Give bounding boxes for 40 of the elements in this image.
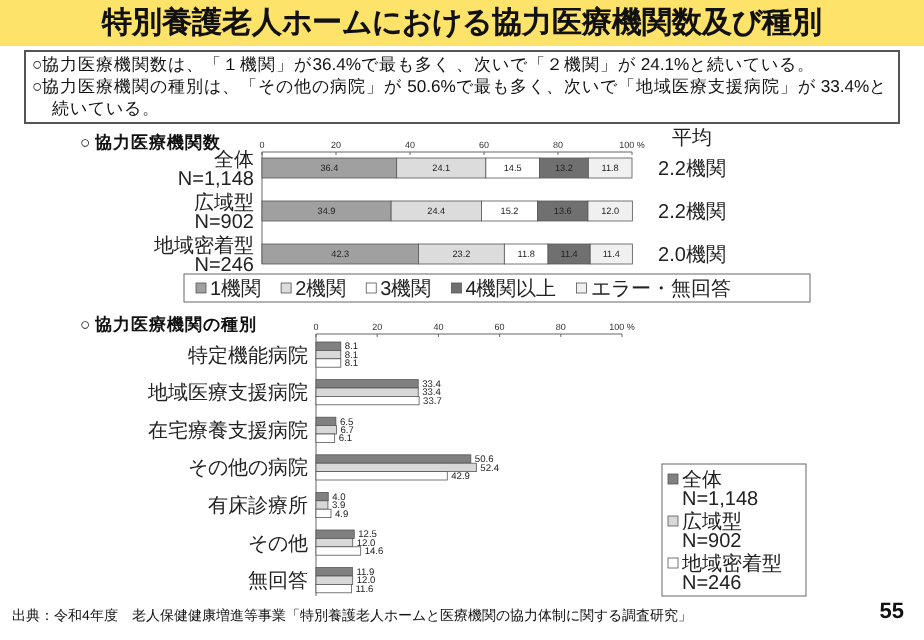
bar [315,454,472,464]
text: 2.0機関 [658,243,726,267]
legend-label: 1機関 [210,277,262,301]
bar [315,387,419,397]
y-tick-label: その他 [248,531,308,556]
y-tick-label: 有床診療所 [208,494,308,518]
y-tick-label: 全体 N=1,148 [177,148,255,191]
bar [315,500,329,510]
legend-label: 地域密着型 N=246 [680,552,782,595]
legend-label: 4機関以上 [465,277,557,301]
text: 平均 [672,126,712,150]
y-tick-label: 地域医療支援病院 [146,381,308,406]
bar [315,508,332,518]
legend-label: 3機関 [380,277,432,301]
y-tick-label: 無回答 [248,569,308,594]
bar [315,425,337,435]
text: ○協力医療機関数は、「１機関」が36.4%で最も多く 、次いで「２機関」が 24.1%と続いている。 [32,54,818,76]
text: 2.2機関 [658,200,726,224]
bar [315,433,336,443]
chart-title: ○ 協力医療機関数 [80,132,223,152]
bar [315,492,329,502]
y-tick-label: 地域密着型 N=246 [152,234,255,277]
text: ○協力医療機関の種別は、「その他の病院」が 50.6%で最も多く、次いで「地域医療支援病院」が 33.4%と続いている。 [32,76,890,120]
text: 特別養護老人ホームにおける協力医療機関数及び種別 [0,0,924,46]
legend-label: エラー・無回答 [590,277,731,301]
bar [315,341,342,351]
text: 2.2機関 [658,157,726,181]
y-tick-label: 広域型 N=902 [194,191,255,234]
y-tick-label: 特定機能病院 [188,343,308,368]
bar [315,358,342,368]
text: ○ 協力医療機関の種別 [80,314,257,334]
legend-label: 全体 N=1,148 [682,468,760,511]
legend-label: 広域型 N=902 [682,510,743,553]
y-tick-label: その他の病院 [188,456,308,481]
legend-label: 2機関 [295,277,347,301]
bar [315,529,355,539]
text: 55 [879,600,904,624]
bar [315,575,354,585]
bar [315,546,362,556]
y-tick-label: 在宅療養支援病院 [148,418,308,443]
